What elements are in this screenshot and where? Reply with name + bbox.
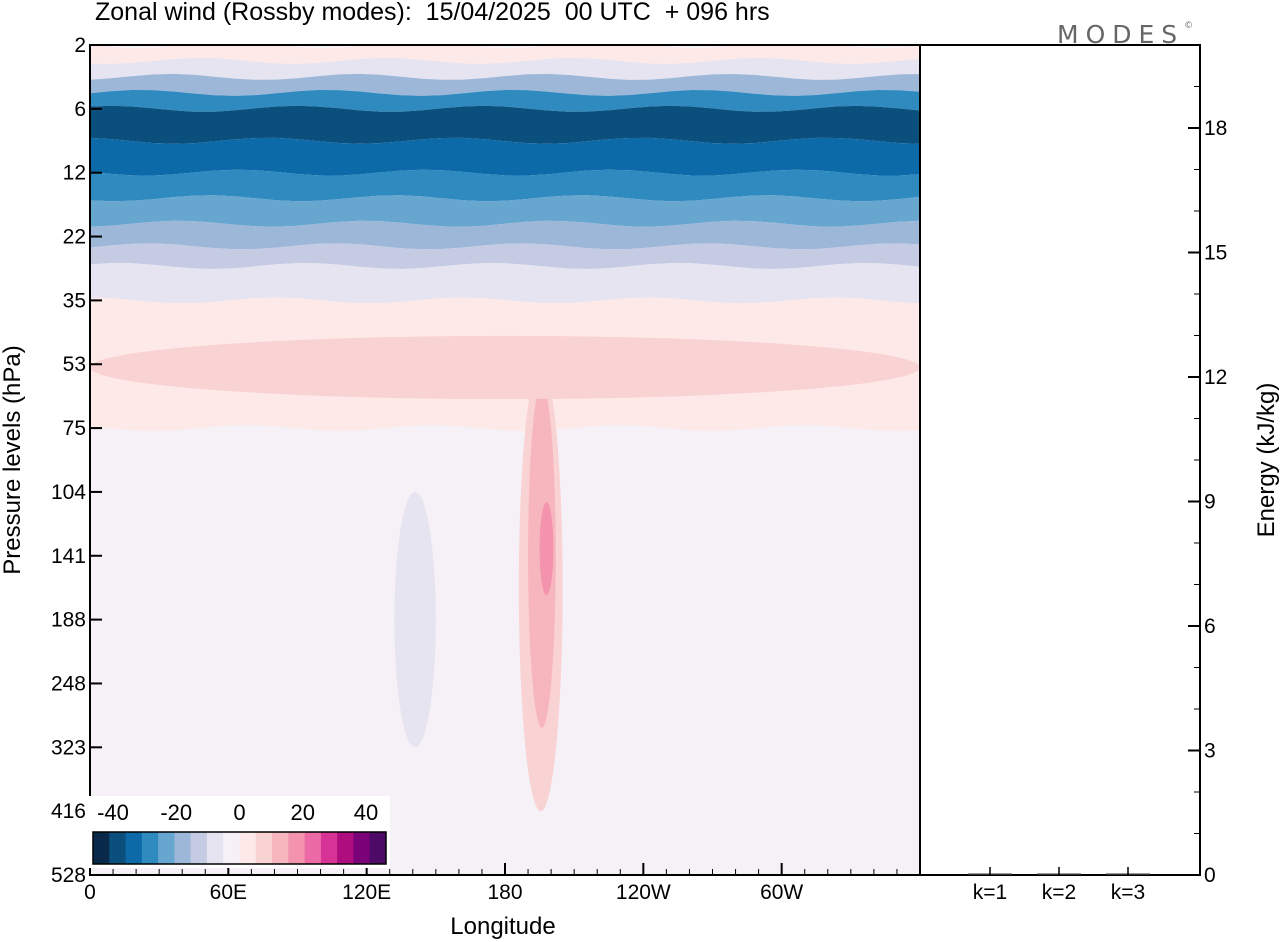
colorbar-swatch — [109, 832, 127, 864]
y-axis: 2 6 12 22 35 53 75 104 141 188 248 323 416 528 — [51, 34, 102, 887]
energy-axis-label: Energy (kJ/kg) — [1253, 383, 1280, 538]
colorbar-swatch — [141, 832, 159, 864]
energy-category-label: k=1 — [973, 881, 1007, 904]
x-tick-label: 0 — [84, 881, 96, 904]
y-axis-label: Pressure levels (hPa) — [0, 345, 26, 574]
colorbar-swatch — [255, 832, 273, 864]
y-tick-label: 528 — [51, 864, 86, 887]
colorbar-swatch — [158, 832, 175, 864]
energy-tick-label: 6 — [1204, 615, 1216, 638]
x-axis-label: Longitude — [450, 913, 555, 940]
y-tick-label: 416 — [51, 800, 86, 823]
contour-band-16 — [90, 195, 920, 227]
colorbar-swatch — [288, 832, 306, 864]
energy-tick-label: 3 — [1204, 740, 1216, 763]
y-tick-label: 53 — [63, 353, 86, 376]
x-tick-label: 60W — [760, 881, 803, 904]
colorbar-tick-label: -20 — [160, 800, 192, 825]
x-tick-label: 120W — [616, 881, 671, 904]
contour-band-2 — [90, 45, 920, 64]
y-tick-label: 188 — [51, 609, 86, 632]
contour-band-12 — [90, 169, 920, 202]
energy-bars: k=1 k=2 k=3 — [968, 867, 1150, 904]
x-tick-label: 180 — [487, 881, 522, 904]
contour-band-6 — [90, 105, 920, 144]
y-tick-label: 6 — [74, 98, 86, 121]
chart-title: Zonal wind (Rossby modes): 15/04/2025 00… — [95, 0, 770, 26]
x-axis: 0 60E 120E 180 120W 60W — [84, 863, 898, 904]
energy-category-label: k=3 — [1111, 881, 1145, 904]
colorbar-tick-label: -40 — [97, 800, 129, 825]
contour-neg-150E — [394, 491, 436, 748]
contour-band-75 — [90, 425, 920, 495]
x-tick-label: 60E — [210, 881, 247, 904]
colorbar-swatch — [174, 832, 192, 864]
energy-axis: 0 3 6 9 12 15 18 — [1188, 44, 1227, 887]
contour-band-5 — [90, 90, 920, 112]
y-tick-label: 104 — [51, 481, 86, 504]
colorbar-swatch — [320, 832, 338, 864]
contour-band-28 — [90, 263, 920, 304]
colorbar-swatch — [272, 832, 289, 864]
colorbar: -40 -20 0 20 40 — [89, 796, 390, 868]
energy-tick-label: 18 — [1204, 117, 1227, 140]
contour-band-20 — [90, 220, 920, 250]
x-tick-label: 120E — [342, 881, 391, 904]
y-tick-label: 141 — [51, 545, 86, 568]
colorbar-swatch — [223, 832, 240, 864]
y-tick-label: 12 — [63, 162, 86, 185]
colorbar-swatch — [190, 832, 208, 864]
contour-band-24 — [90, 243, 920, 269]
energy-category-label: k=2 — [1042, 881, 1076, 904]
colorbar-frame — [92, 831, 387, 865]
energy-panel — [919, 44, 1201, 876]
copyright-mark: © — [1184, 20, 1194, 31]
colorbar-swatch — [239, 832, 257, 864]
colorbar-swatch — [337, 832, 354, 864]
colorbar-swatch — [304, 832, 322, 864]
energy-tick-label: 0 — [1204, 864, 1216, 887]
energy-tick-label: 15 — [1204, 242, 1227, 265]
colorbar-swatch — [125, 832, 143, 864]
contour-band-53 — [90, 335, 920, 400]
y-tick-label: 22 — [63, 226, 86, 249]
colorbar-swatch — [369, 832, 387, 864]
energy-tick-label: 12 — [1204, 366, 1227, 389]
contour-jet-max-180 — [539, 502, 554, 596]
colorbar-swatch — [93, 832, 110, 864]
y-tick-label: 323 — [51, 736, 86, 759]
heatmap-plot — [90, 45, 920, 875]
y-tick-label: 75 — [63, 417, 86, 440]
y-tick-label: 35 — [63, 289, 86, 312]
colorbar-tick-label: 20 — [291, 800, 315, 825]
colorbar-tick-label: 40 — [354, 800, 378, 825]
energy-tick-label: 9 — [1204, 491, 1216, 514]
contour-band-9 — [90, 137, 920, 176]
y-tick-label: 2 — [74, 34, 86, 57]
contour-band-4 — [90, 73, 920, 96]
colorbar-swatch — [206, 832, 224, 864]
contour-band-3 — [90, 58, 920, 80]
colorbar-swatch — [353, 832, 371, 864]
y-tick-label: 248 — [51, 672, 86, 695]
colorbar-tick-label: 0 — [233, 800, 245, 825]
